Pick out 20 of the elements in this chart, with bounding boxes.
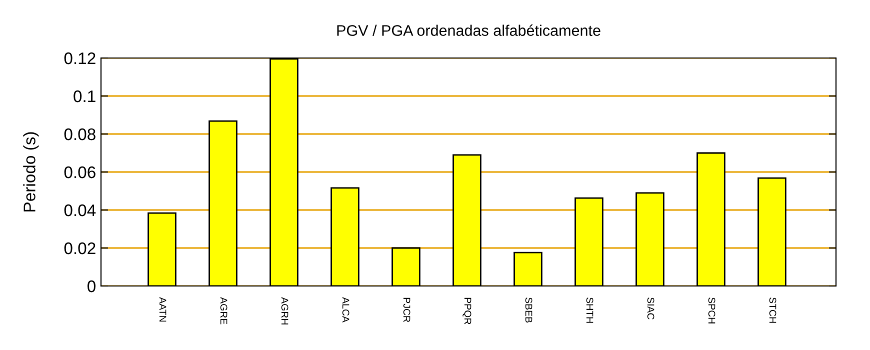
x-tick-label: PPQR (462, 298, 472, 324)
y-tick-label: 0.12 (64, 52, 96, 64)
x-tick-label: SPCH (708, 298, 716, 324)
x-tick-label: SBEB (525, 298, 532, 323)
x-tick-label: STCH (769, 298, 776, 323)
x-tick-label: SHTH (586, 298, 594, 323)
x-tick-label: AGRE (220, 297, 228, 324)
x-tick-label: AGRH (281, 297, 288, 324)
x-tick-label: SIAC (647, 298, 654, 320)
y-tick-label: 0.06 (64, 166, 96, 178)
chart-title: PGV / PGA ordenadas alfabéticamente (337, 24, 600, 36)
x-tick-label: AATN (159, 297, 166, 322)
x-tick-label: ALCA (342, 297, 350, 322)
y-tick-label: 0.1 (74, 90, 96, 102)
x-tick-label: PJCR (403, 298, 410, 322)
y-axis-title: Periodo (s) (23, 132, 39, 212)
y-tick-label: 0 (88, 280, 96, 292)
y-tick-label: 0.02 (64, 242, 96, 254)
y-tick-label: 0.08 (64, 128, 96, 140)
y-tick-label: 0.04 (64, 204, 96, 216)
